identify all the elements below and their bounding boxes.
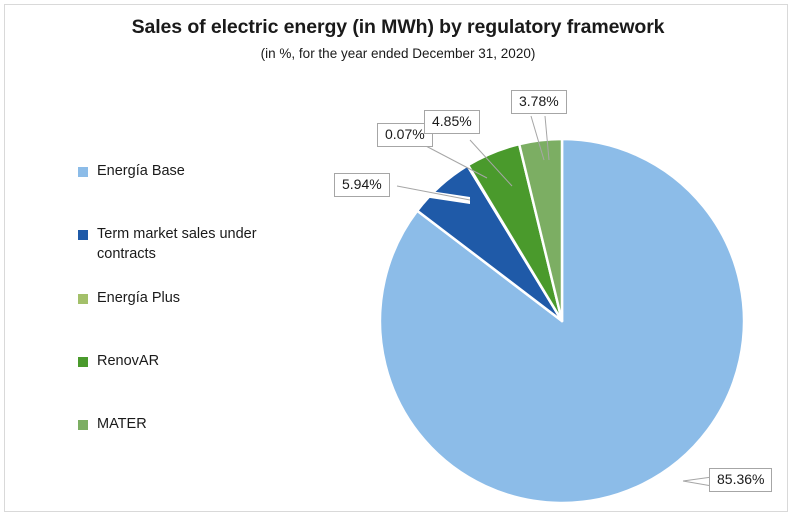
legend-label-energia-base: Energía Base [97,163,185,179]
chart-title: Sales of electric energy (in MWh) by reg… [131,16,665,38]
legend-swatch-mater [78,420,88,430]
legend-label-renovar: RenovAR [97,353,160,369]
data-label-energia-base: 85.36% [709,468,773,492]
legend-swatch-energia-plus [78,294,88,304]
legend-swatch-energia-base [78,167,88,177]
legend-swatch-term-market [78,230,88,240]
legend-label-mater: MATER [97,416,147,432]
legend-swatch-renovar [78,357,88,367]
data-label-energia-plus: 0.07% [377,123,433,147]
legend-label-energia-plus: Energía Plus [97,290,181,306]
legend-item-mater[interactable]: MATER [78,415,147,435]
legend-label-term-market: Term market sales under contracts [97,226,257,262]
leader-lines [396,115,713,487]
legend-item-energia-plus[interactable]: Energía Plus [78,289,180,309]
legend-item-renovar[interactable]: RenovAR [78,352,159,372]
data-label-renovar: 4.85% [424,110,480,134]
data-label-term-market: 5.94% [334,173,390,197]
pie-slice[interactable] [517,137,564,323]
pie-slices [378,137,746,505]
chart-subtitle: (in %, for the year ended December 31, 2… [260,46,536,61]
data-label-mater: 3.78% [511,90,567,114]
legend-item-energia-base[interactable]: Energía Base [78,162,185,182]
legend-item-term-market[interactable]: Term market sales under contracts [78,225,297,264]
